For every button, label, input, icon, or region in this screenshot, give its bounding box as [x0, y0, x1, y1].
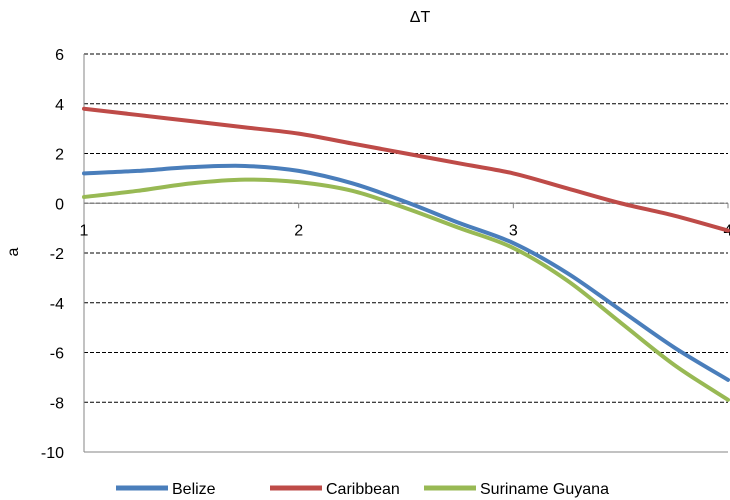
- y-tick-labels: 6 4 2 0 -2 -4 -6 -8 -10: [41, 47, 64, 462]
- legend-item-suriname-guyana: Suriname Guyana: [424, 481, 609, 498]
- legend-label: Caribbean: [326, 481, 400, 498]
- legend-label: Suriname Guyana: [480, 481, 609, 498]
- y-tick-label: 0: [55, 196, 64, 213]
- y-tick-label: 6: [55, 47, 64, 64]
- y-tick-label: -10: [41, 445, 64, 462]
- series-line-suriname-guyana: [82, 177, 730, 402]
- y-tick-label: -2: [50, 246, 64, 263]
- y-tick-label: -6: [50, 346, 64, 363]
- x-tick-label: 1: [80, 222, 89, 239]
- series-line-caribbean: [82, 106, 730, 233]
- y-axis-label: a: [5, 247, 22, 256]
- y-tick-label: -4: [50, 296, 64, 313]
- y-tick-label: 2: [55, 147, 64, 164]
- legend-item-belize: Belize: [116, 481, 216, 498]
- series-line-belize: [82, 163, 730, 382]
- series-lines: [82, 106, 730, 402]
- grid-lines: [84, 53, 728, 403]
- chart-title: ΔT: [410, 9, 431, 26]
- legend: Belize Caribbean Suriname Guyana: [116, 481, 609, 498]
- legend-label: Belize: [172, 481, 216, 498]
- legend-item-caribbean: Caribbean: [270, 481, 400, 498]
- x-tick-label: 3: [509, 222, 518, 239]
- y-tick-label: -8: [50, 395, 64, 412]
- x-tick-label: 2: [294, 222, 303, 239]
- y-tick-label: 4: [55, 97, 64, 114]
